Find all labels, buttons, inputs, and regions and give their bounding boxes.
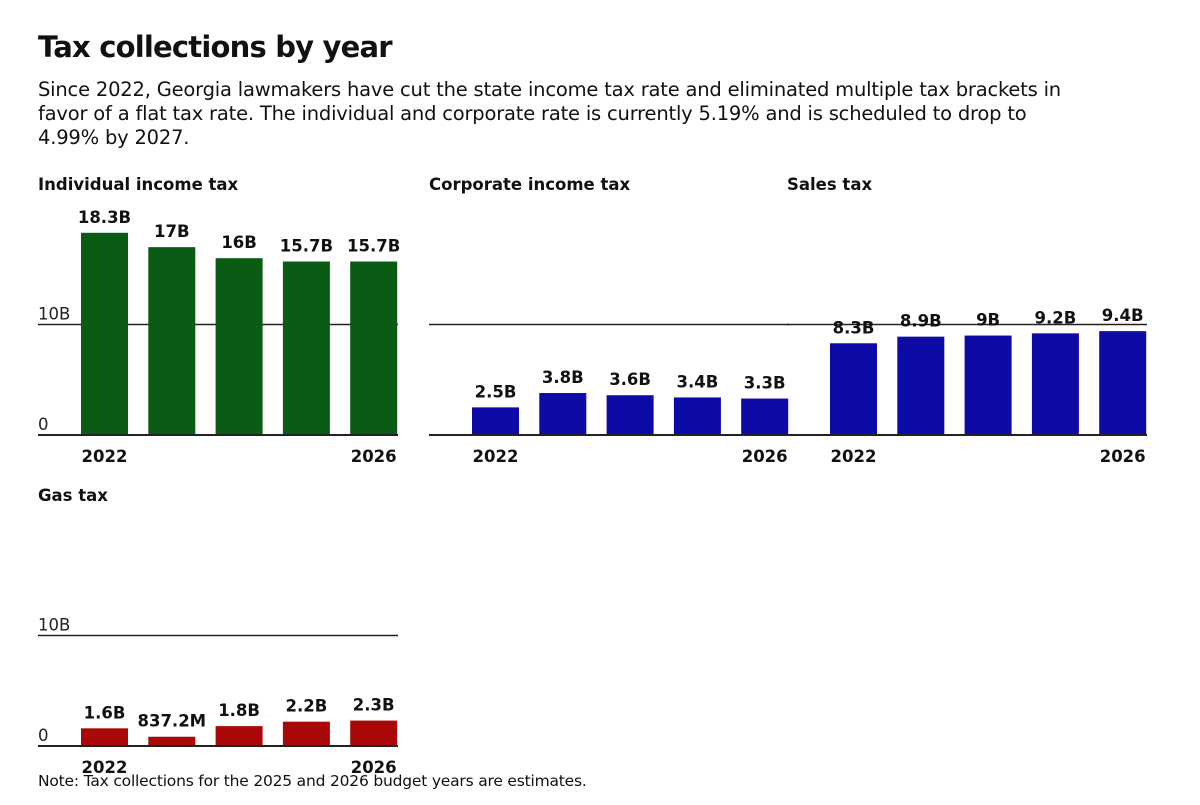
bar-gas-tax-2026	[350, 720, 398, 746]
footnote: Note: Tax collections for the 2025 and 2…	[38, 772, 587, 790]
value-label-sales-tax-2025: 9.2B	[1034, 308, 1076, 327]
bar-gas-tax-2022	[81, 728, 128, 746]
panel-title-gas-tax: Gas tax	[38, 486, 108, 505]
y-tick-label-individual-income-tax-10: 10B	[38, 305, 70, 324]
bar-individual-income-tax-2024	[215, 258, 263, 435]
panel-corporate-income-tax: Corporate income tax 2.5B 3.8B 3.6B 3.4B 3.3B…	[429, 172, 819, 472]
value-label-corporate-income-tax-2024: 3.6B	[609, 370, 651, 389]
chart-title: Tax collections by year	[38, 30, 393, 64]
bar-gas-tax-2023	[148, 736, 196, 746]
y-tick-label-individual-income-tax-0: 0	[38, 415, 49, 434]
bar-sales-tax-2025	[1031, 333, 1079, 435]
value-label-corporate-income-tax-2026: 3.3B	[744, 374, 786, 393]
panel-title-sales-tax: Sales tax	[787, 175, 872, 194]
value-label-corporate-income-tax-2022: 2.5B	[475, 382, 517, 401]
panel-title-corporate-income-tax: Corporate income tax	[429, 175, 630, 194]
chart-sales-tax: Sales tax 8.3B 8.9B 9B 9.2B 9.4B 2022 2026	[787, 175, 1147, 466]
bar-corporate-income-tax-2022	[472, 407, 519, 435]
chart-gas-tax: Gas tax 0 10B 1.6B 837.2M 1.8B 2.2B 2.3B 2022 202…	[38, 486, 398, 777]
bar-corporate-income-tax-2026	[741, 398, 789, 435]
bar-sales-tax-2026	[1099, 331, 1147, 435]
bar-corporate-income-tax-2023	[539, 393, 587, 435]
panel-gas-tax: Gas tax 0 10B 1.6B 837.2M 1.8B 2.2B 2.3B 2022 202…	[38, 483, 428, 783]
value-label-gas-tax-2024: 1.8B	[218, 701, 260, 720]
value-label-sales-tax-2024: 9B	[976, 311, 1000, 330]
panel-title-individual-income-tax: Individual income tax	[38, 175, 239, 194]
value-label-gas-tax-2022: 1.6B	[84, 703, 126, 722]
bar-individual-income-tax-2026	[350, 261, 398, 435]
bar-sales-tax-2022	[830, 343, 877, 435]
panel-individual-income-tax: Individual income tax 0 10B 18.3B 17B 16B 15.7…	[38, 172, 428, 472]
value-label-individual-income-tax-2022: 18.3B	[78, 208, 131, 227]
x-tick-label-individual-income-tax-2022: 2022	[82, 447, 128, 466]
y-tick-label-gas-tax-10: 10B	[38, 616, 70, 635]
value-label-individual-income-tax-2026: 15.7B	[347, 237, 400, 256]
x-tick-label-gas-tax-2026: 2026	[351, 758, 397, 777]
bar-sales-tax-2024	[964, 335, 1012, 435]
x-tick-label-corporate-income-tax-2022: 2022	[473, 447, 519, 466]
value-label-sales-tax-2022: 8.3B	[833, 318, 875, 337]
y-tick-label-gas-tax-0: 0	[38, 726, 49, 745]
value-label-individual-income-tax-2025: 15.7B	[280, 237, 333, 256]
bar-individual-income-tax-2022	[81, 232, 128, 435]
x-tick-label-gas-tax-2022: 2022	[82, 758, 128, 777]
bar-individual-income-tax-2025	[282, 261, 330, 435]
value-label-gas-tax-2025: 2.2B	[285, 697, 327, 716]
panel-sales-tax: Sales tax 8.3B 8.9B 9B 9.2B 9.4B 2022 2026	[787, 172, 1177, 472]
x-tick-label-sales-tax-2026: 2026	[1100, 447, 1146, 466]
chart-individual-income-tax: Individual income tax 0 10B 18.3B 17B 16B 15.7…	[38, 175, 400, 466]
bar-gas-tax-2024	[215, 726, 263, 746]
x-tick-label-individual-income-tax-2026: 2026	[351, 447, 397, 466]
value-label-sales-tax-2026: 9.4B	[1102, 306, 1144, 325]
bar-corporate-income-tax-2025	[673, 397, 721, 435]
value-label-gas-tax-2023: 837.2M	[137, 712, 206, 731]
bar-gas-tax-2025	[282, 721, 330, 746]
chart-corporate-income-tax: Corporate income tax 2.5B 3.8B 3.6B 3.4B 3.3B…	[429, 175, 789, 466]
value-label-individual-income-tax-2024: 16B	[221, 233, 257, 252]
value-label-sales-tax-2023: 8.9B	[900, 312, 942, 331]
x-tick-label-corporate-income-tax-2026: 2026	[742, 447, 788, 466]
value-label-corporate-income-tax-2023: 3.8B	[542, 368, 584, 387]
value-label-corporate-income-tax-2025: 3.4B	[676, 372, 718, 391]
value-label-individual-income-tax-2023: 17B	[154, 222, 190, 241]
bar-corporate-income-tax-2024	[606, 395, 654, 435]
chart-subtitle: Since 2022, Georgia lawmakers have cut t…	[38, 78, 1061, 149]
bar-individual-income-tax-2023	[148, 247, 196, 435]
bar-sales-tax-2023	[897, 336, 945, 435]
x-tick-label-sales-tax-2022: 2022	[831, 447, 877, 466]
value-label-gas-tax-2026: 2.3B	[353, 696, 395, 715]
